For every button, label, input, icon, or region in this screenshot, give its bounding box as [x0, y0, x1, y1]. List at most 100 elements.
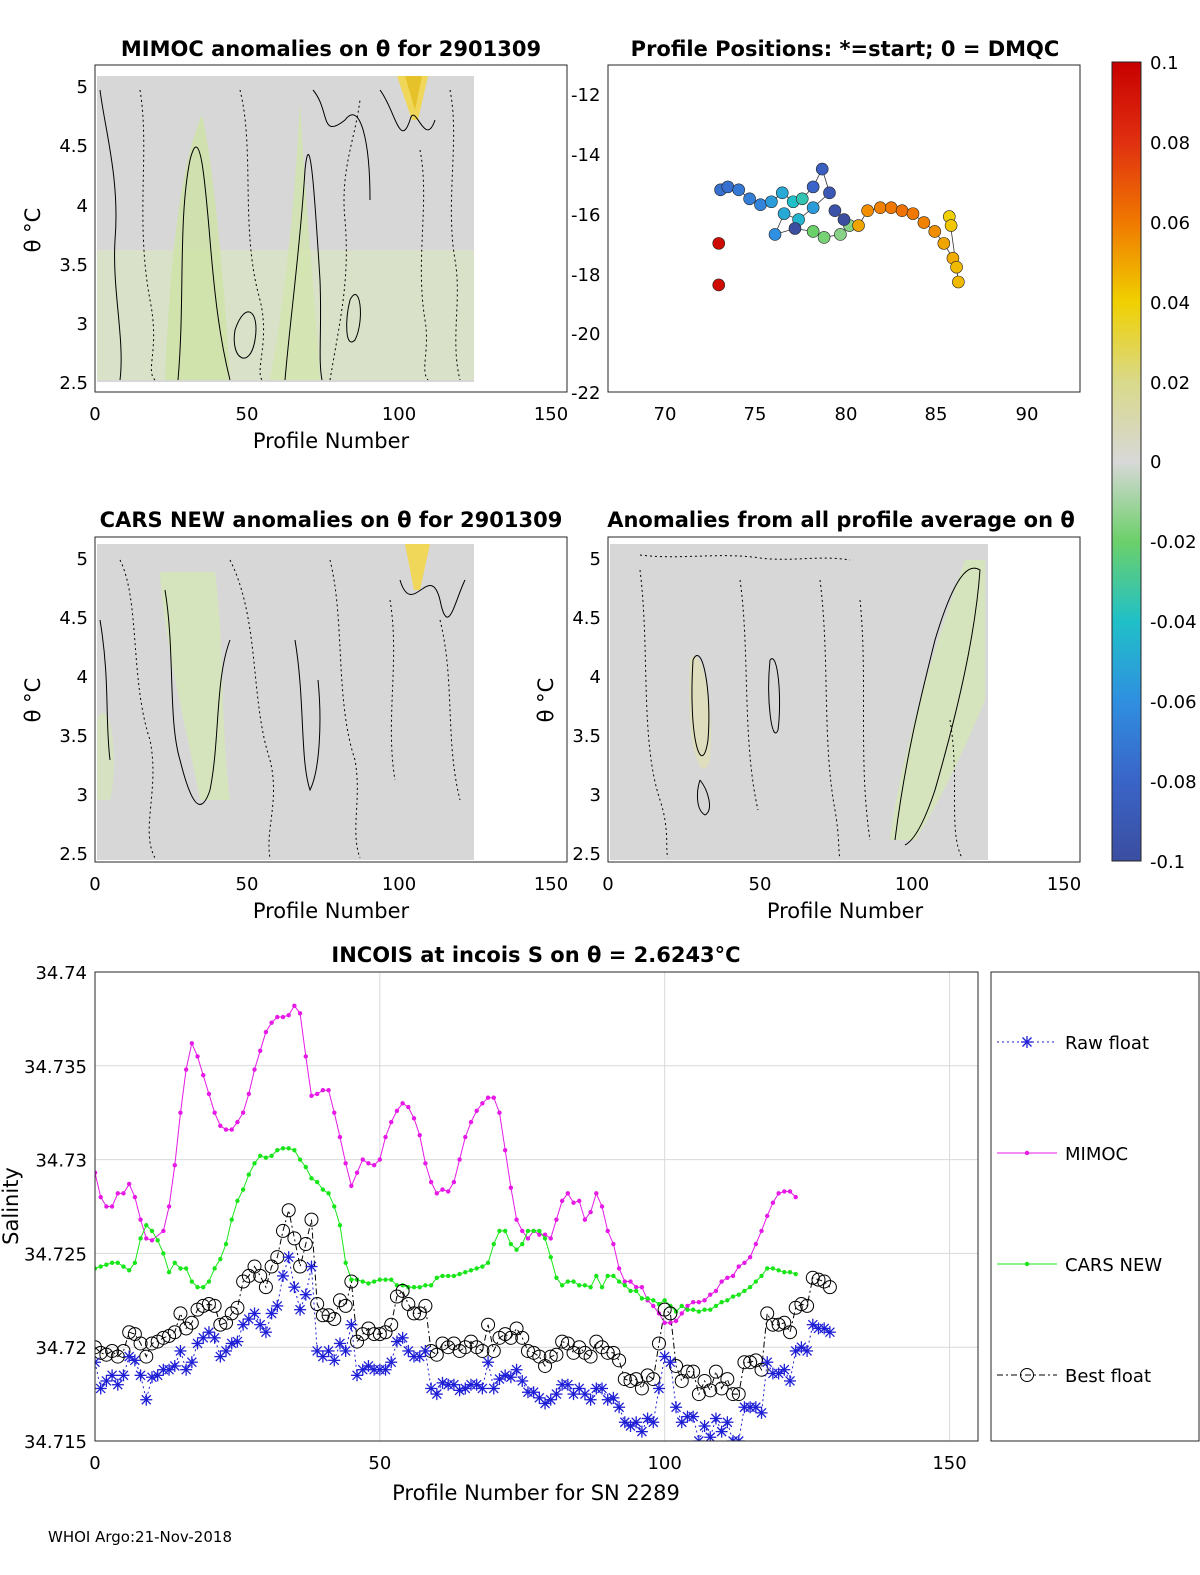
- avg-ytick: 4.5: [572, 608, 601, 629]
- data-point: [463, 1134, 468, 1140]
- avg-xtick: 150: [1047, 874, 1081, 895]
- data-point: [304, 1212, 319, 1227]
- data-point: [276, 1269, 289, 1282]
- data-point: [759, 1228, 764, 1234]
- data-point: [770, 1266, 776, 1271]
- data-point: [275, 1014, 280, 1020]
- data-point: [596, 1382, 609, 1395]
- data-point: [258, 1153, 263, 1159]
- data-point: [138, 1217, 143, 1222]
- data-point: [531, 1228, 536, 1234]
- data-point: [355, 1327, 370, 1342]
- data-point: [322, 1344, 335, 1357]
- y-tick-label: 34.725: [24, 1244, 87, 1265]
- data-point: [377, 1157, 383, 1162]
- data-point: [760, 1306, 775, 1321]
- legend-box: [990, 971, 1200, 1442]
- data-point: [622, 1283, 627, 1288]
- data-point: [299, 1288, 312, 1301]
- data-point: [320, 1187, 326, 1192]
- cars-xtick: 0: [89, 874, 100, 895]
- data-point: [685, 1307, 690, 1312]
- cars-y-ticks: 2.5 3 3.5 4 4.5 5: [59, 549, 88, 865]
- data-point: [361, 1321, 376, 1336]
- data-point: [155, 1238, 160, 1243]
- data-point: [736, 1264, 741, 1269]
- legend-label: MIMOC: [1065, 1144, 1128, 1165]
- data-point: [248, 1307, 261, 1320]
- data-point: [485, 1260, 491, 1265]
- data-point: [326, 1087, 331, 1093]
- data-point: [628, 1288, 633, 1294]
- data-point: [332, 1110, 337, 1115]
- y-tick-label: 34.735: [24, 1057, 87, 1078]
- data-point: [271, 1299, 284, 1312]
- data-point: [628, 1279, 633, 1284]
- data-point: [206, 1091, 212, 1097]
- data-point: [633, 1288, 639, 1294]
- data-point: [350, 1334, 365, 1349]
- data-point: [149, 1228, 155, 1234]
- data-point: [652, 1382, 665, 1395]
- data-point: [451, 1179, 457, 1185]
- mimoc-xtick: 150: [534, 404, 568, 425]
- data-point: [765, 1317, 780, 1332]
- colorbar-tick: -0.04: [1150, 612, 1197, 633]
- data-point: [784, 1374, 797, 1387]
- data-point: [555, 1334, 570, 1349]
- data-point: [543, 1349, 558, 1364]
- data-point: [417, 1133, 422, 1138]
- data-point: [423, 1161, 428, 1166]
- profile-position-marker: [928, 225, 942, 238]
- data-point: [635, 1425, 648, 1438]
- data-point: [772, 1367, 785, 1380]
- avg-x-ticks: 0 50 100 150: [602, 874, 1081, 895]
- cars-ytick: 4.5: [59, 608, 88, 629]
- profile-position-marker: [806, 225, 820, 238]
- data-point: [430, 1388, 443, 1401]
- data-point: [457, 1157, 462, 1162]
- data-point: [709, 1412, 722, 1425]
- data-point: [457, 1271, 462, 1277]
- series-cars-new: [95, 1146, 798, 1314]
- colorbar-tick: 0: [1150, 452, 1161, 473]
- data-point: [196, 1298, 211, 1313]
- profile-position-marker: [795, 192, 809, 206]
- data-point: [504, 1371, 517, 1384]
- data-point: [474, 1108, 479, 1114]
- data-point: [395, 1283, 410, 1298]
- data-point: [497, 1228, 502, 1234]
- data-point: [128, 1354, 141, 1367]
- data-point: [292, 1148, 297, 1153]
- data-point: [407, 1306, 422, 1321]
- data-point: [320, 1087, 326, 1093]
- data-point: [646, 1372, 661, 1387]
- positions-y-ticks: -12 -14 -16 -18 -20 -22: [571, 85, 600, 404]
- data-point: [377, 1277, 383, 1282]
- colorbar-tick: 0.08: [1150, 133, 1190, 154]
- data-point: [730, 1294, 736, 1299]
- data-point: [577, 1198, 582, 1204]
- line-chart-legend: Raw float MIMOC CARS NEW Best float: [990, 971, 1200, 1442]
- data-point: [787, 1189, 793, 1194]
- data-point: [372, 1327, 387, 1342]
- data-point: [822, 1280, 837, 1295]
- colorbar: 0.1 0.08 0.06 0.04 0.02 0 -0.02 -0.04 -0…: [1111, 53, 1197, 873]
- data-point: [337, 1223, 343, 1228]
- cars-xtick: 50: [236, 874, 259, 895]
- data-point: [508, 1185, 514, 1190]
- data-point: [696, 1299, 702, 1305]
- colorbar-tick: 0.1: [1150, 53, 1179, 74]
- footer-stamp: WHOI Argo:21-Nov-2018: [48, 1528, 232, 1546]
- data-point: [314, 1179, 320, 1185]
- data-point: [778, 1363, 791, 1376]
- data-point: [726, 1387, 741, 1402]
- data-point: [687, 1410, 700, 1423]
- data-point: [509, 1321, 524, 1336]
- data-point: [463, 1269, 468, 1275]
- data-point: [749, 1401, 762, 1414]
- data-point: [474, 1266, 479, 1271]
- data-point: [616, 1266, 622, 1271]
- data-point: [208, 1331, 221, 1344]
- data-point: [428, 1283, 434, 1288]
